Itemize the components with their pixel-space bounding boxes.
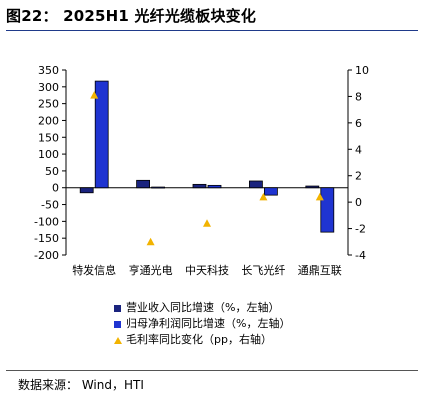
bar-net-profit [320, 187, 335, 233]
bar-net-profit [151, 186, 166, 189]
legend: 营业收入同比增速（%，左轴） 归母净利润同比增速（%，左轴） 毛利率同比变化（p… [114, 300, 290, 348]
legend-item-net-profit: 归母净利润同比增速（%，左轴） [114, 316, 290, 332]
right-axis-tick-label: 2 [355, 170, 362, 183]
left-axis-tick-label: 300 [38, 81, 59, 94]
chart-title: 图22： 2025H1 光纤光缆板块变化 [6, 7, 257, 25]
left-axis-tick-label: 250 [38, 98, 59, 111]
legend-label-margin: 毛利率同比变化（pp，右轴） [126, 333, 272, 346]
margin-marker [203, 219, 211, 227]
left-axis-tick-label: 100 [38, 148, 59, 161]
bar-revenue [192, 183, 207, 189]
left-axis-tick-label: -100 [34, 215, 59, 228]
legend-item-margin: 毛利率同比变化（pp，右轴） [114, 332, 290, 348]
bar-net-profit [207, 184, 222, 189]
right-axis-tick-label: -2 [355, 223, 366, 236]
legend-swatch-revenue [114, 304, 121, 312]
x-axis-category-label: 长飞光纤 [241, 263, 285, 277]
margin-marker [146, 237, 155, 246]
bar-net-profit [94, 80, 109, 189]
source-divider [6, 370, 418, 371]
bar-revenue [136, 179, 151, 189]
legend-item-revenue: 营业收入同比增速（%，左轴） [114, 300, 290, 316]
left-axis-tick-label: 200 [38, 114, 59, 127]
x-axis-category-label: 中天科技 [185, 263, 229, 277]
right-axis-tick-label: 0 [355, 196, 362, 209]
x-axis-category-label: 特发信息 [72, 263, 116, 277]
right-axis-tick-label: 10 [355, 64, 369, 77]
bar-revenue [248, 180, 263, 189]
margin-marker [90, 91, 99, 99]
x-axis-category-label: 通鼎互联 [298, 264, 342, 277]
bar-revenue [305, 185, 320, 189]
bar-net-profit [263, 187, 278, 196]
chart: -200-150-100-50050100150200250300350-4-2… [34, 64, 369, 277]
right-axis-tick-label: 6 [355, 117, 362, 130]
legend-label-net-profit: 归母净利润同比增速（%，左轴） [126, 317, 291, 330]
legend-label-revenue: 营业收入同比增速（%，左轴） [126, 301, 280, 314]
left-axis-tick-label: 50 [45, 165, 59, 178]
left-axis-tick-label: -50 [41, 199, 59, 212]
x-axis-category-label: 亨通光电 [129, 263, 173, 277]
left-axis-tick-label: -150 [34, 232, 59, 245]
legend-triangle-icon [114, 336, 122, 344]
right-axis-tick-label: -4 [355, 249, 366, 262]
left-axis-tick-label: 150 [38, 131, 59, 144]
right-axis-tick-label: 8 [355, 90, 362, 103]
left-axis-tick-label: -200 [34, 249, 59, 262]
bar-revenue [79, 187, 94, 194]
left-axis-tick-label: 0 [52, 182, 59, 195]
source-note: 数据来源： Wind，HTI [18, 378, 144, 392]
legend-swatch-net-profit [114, 320, 121, 328]
margin-marker [259, 192, 268, 201]
left-axis-tick-label: 350 [38, 64, 59, 77]
title-divider [6, 30, 418, 31]
right-axis-tick-label: 4 [355, 143, 362, 156]
margin-marker [315, 192, 324, 201]
